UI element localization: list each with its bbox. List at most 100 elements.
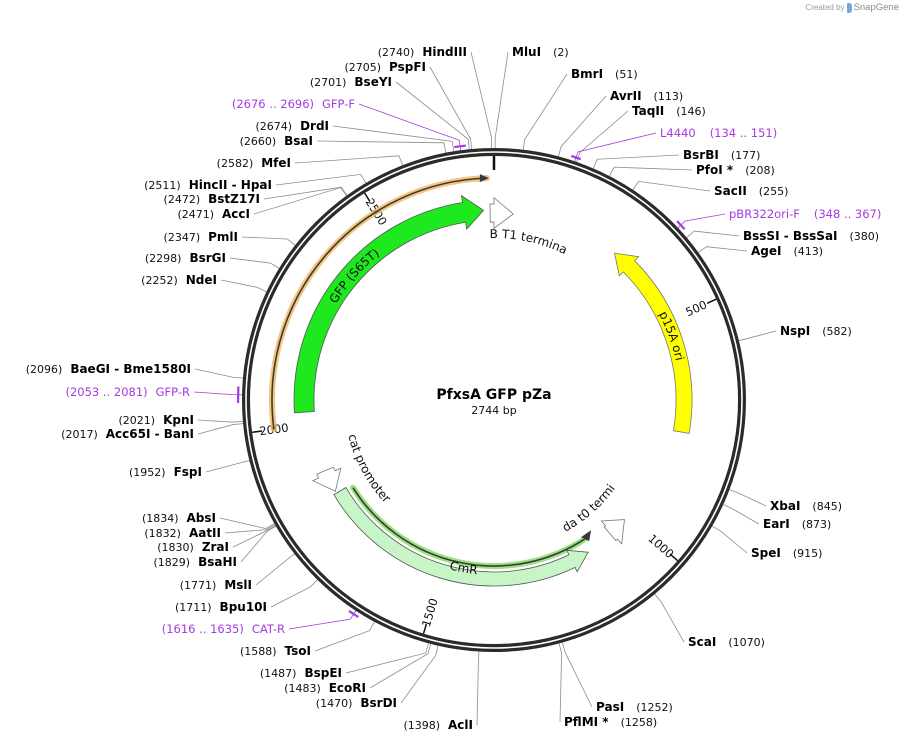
leader-line xyxy=(494,51,509,149)
leader-line xyxy=(609,166,693,177)
enzyme-site-label: (1711) Bpu10I xyxy=(175,600,267,614)
cat-promoter-label: cat promoter xyxy=(345,433,393,506)
enzyme-site-label: PflMI * (1258) xyxy=(564,715,657,729)
site-labels: MluI (2)BmrI (51) AvrII (113)TaqII (146) BsrBI… xyxy=(26,45,882,732)
leader-line xyxy=(316,140,447,153)
leader-line xyxy=(476,651,480,726)
leader-line xyxy=(561,642,593,708)
plasmid-length: 2744 bp xyxy=(471,404,516,417)
cmr-feature-label: CmR xyxy=(448,558,478,577)
lambda-t0-terminator-arrow xyxy=(600,519,625,545)
leader-line xyxy=(400,645,439,704)
leader-line xyxy=(240,525,277,563)
rrnb-terminator-arrow xyxy=(489,196,514,230)
snapgene-logo-icon xyxy=(846,2,852,13)
leader-line xyxy=(395,81,470,150)
enzyme-site-label: (2705) PspFI xyxy=(344,60,426,74)
snapgene-credit: Created by SnapGene xyxy=(805,2,899,13)
leader-line xyxy=(574,132,657,162)
enzyme-site-label: AvrII (113) xyxy=(610,89,683,103)
leader-line xyxy=(738,330,777,341)
enzyme-site-label: (2511) HincII - HpaI xyxy=(144,178,272,192)
primer-label: (1616 .. 1635) CAT-R xyxy=(162,622,285,636)
plasmid-backbone xyxy=(242,148,746,652)
leader-line xyxy=(345,643,429,674)
p15a-ori-arrow xyxy=(613,252,693,434)
enzyme-site-label: (1832) AatII xyxy=(144,526,221,540)
enzyme-site-label: BsrBI (177) xyxy=(683,148,760,162)
leader-line xyxy=(275,173,367,186)
enzyme-site-label: (2472) BstZ17I xyxy=(164,192,260,206)
tick-mark xyxy=(422,623,428,634)
leader-line xyxy=(698,246,748,253)
backbone-gap xyxy=(245,151,743,649)
leader-line xyxy=(369,643,432,689)
leader-line xyxy=(522,73,568,150)
enzyme-site-label: (1398) AclI xyxy=(403,718,473,732)
enzyme-site-label: (1952) FspI xyxy=(129,465,202,479)
credit-brand: SnapGene xyxy=(853,2,899,13)
leader-line xyxy=(220,279,267,293)
enzyme-site-label: AgeI (413) xyxy=(751,244,823,258)
enzyme-site-label: (2252) NdeI xyxy=(141,273,217,287)
leader-line xyxy=(711,525,748,554)
leader-line xyxy=(592,154,680,169)
enzyme-site-label: MluI (2) xyxy=(512,45,569,59)
enzyme-site-label: ScaI (1070) xyxy=(688,635,765,649)
leader-line xyxy=(263,186,348,200)
orf-line xyxy=(352,487,587,567)
p15a-ori-label: p15A ori xyxy=(656,309,687,362)
gfp-feature-arrow xyxy=(293,194,485,414)
leader-line xyxy=(470,51,493,149)
gfp-feature-label: GFP (S65T) xyxy=(326,246,381,306)
orf-arrowhead xyxy=(581,530,592,542)
enzyme-site-label: SpeI (915) xyxy=(751,546,822,560)
cmr-feature-arrow xyxy=(333,486,589,587)
orf-line xyxy=(271,177,487,430)
tick-mark xyxy=(669,553,679,562)
leader-line xyxy=(332,125,455,152)
leader-line xyxy=(294,155,404,166)
enzyme-site-label: (1483) EcoRI xyxy=(284,681,366,695)
leader-line xyxy=(232,525,276,548)
label-leader-lines xyxy=(193,51,777,726)
enzyme-site-label: (2582) MfeI xyxy=(217,156,291,170)
enzyme-site-label: (2021) KpnI xyxy=(119,413,194,427)
enzyme-site-label: BssSI - BssSaI (380) xyxy=(743,229,879,243)
leader-line xyxy=(558,95,607,157)
leader-line xyxy=(729,489,767,507)
leader-line xyxy=(686,230,740,238)
leader-line xyxy=(358,103,462,151)
leader-line xyxy=(288,610,357,630)
leader-line xyxy=(654,593,685,643)
primer-label: (2053 .. 2081) GFP-R xyxy=(66,385,191,399)
enzyme-site-label: (1588) TsoI xyxy=(240,644,311,658)
enzyme-site-label: (2471) AccI xyxy=(177,207,250,221)
enzyme-site-label: (2701) BseYI xyxy=(310,75,392,89)
enzyme-site-label: (2674) DrdI xyxy=(255,119,329,133)
enzyme-site-label: (2096) BaeGI - Bme1580I xyxy=(26,362,191,376)
enzyme-site-label: SacII (255) xyxy=(714,184,788,198)
enzyme-site-label: NspI (582) xyxy=(780,324,852,338)
enzyme-site-label: (2347) PmlI xyxy=(164,230,238,244)
primer-label: L4440 (134 .. 151) xyxy=(660,126,777,140)
enzyme-site-label: (1470) BsrDI xyxy=(316,696,397,710)
enzyme-site-label: (2298) BsrGI xyxy=(145,251,226,265)
leader-line xyxy=(193,391,243,396)
leader-line xyxy=(429,66,472,150)
enzyme-site-label: (1834) AbsI xyxy=(142,511,216,525)
tick-mark xyxy=(706,298,717,305)
enzyme-site-label: TaqII (146) xyxy=(632,104,706,118)
leader-line xyxy=(723,504,760,525)
credit-prefix: Created by xyxy=(805,3,845,12)
leader-line xyxy=(558,643,563,723)
leader-line xyxy=(197,419,243,423)
enzyme-site-label: PfoI * (208) xyxy=(696,163,775,177)
enzyme-site-label: (2017) Acc65I - BanI xyxy=(61,427,194,441)
plasmid-title-block: PfxsA GFP pZa 2744 bp xyxy=(436,387,551,417)
leader-line xyxy=(197,423,244,435)
leader-line xyxy=(576,110,629,163)
enzyme-site-label: (2660) BsaI xyxy=(240,134,313,148)
leader-line xyxy=(253,187,347,215)
